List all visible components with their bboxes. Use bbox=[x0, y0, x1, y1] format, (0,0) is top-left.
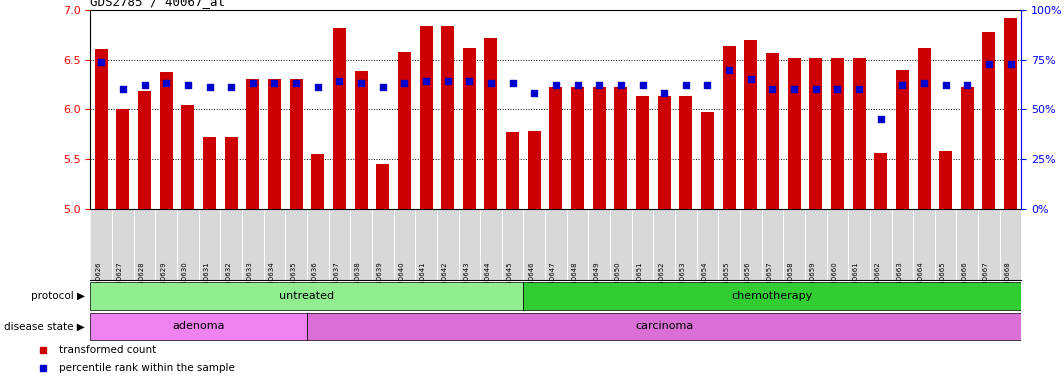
Text: disease state ▶: disease state ▶ bbox=[4, 321, 85, 331]
Point bbox=[678, 83, 695, 89]
Bar bbox=[90, 313, 306, 340]
Point bbox=[743, 76, 760, 83]
Point bbox=[937, 83, 954, 89]
Point bbox=[808, 86, 825, 93]
Text: untreated: untreated bbox=[280, 291, 334, 301]
Point bbox=[245, 80, 262, 86]
Bar bbox=[679, 96, 693, 209]
Bar bbox=[247, 79, 260, 209]
Bar bbox=[354, 71, 367, 209]
Point bbox=[417, 78, 434, 84]
Bar bbox=[636, 96, 649, 209]
Bar bbox=[484, 38, 498, 209]
Point bbox=[959, 83, 976, 89]
Bar bbox=[810, 58, 822, 209]
Bar bbox=[95, 48, 107, 209]
Bar bbox=[289, 79, 302, 209]
Point bbox=[266, 80, 283, 86]
Point bbox=[439, 78, 456, 84]
Point bbox=[547, 83, 564, 89]
Text: protocol ▶: protocol ▶ bbox=[31, 291, 85, 301]
Bar bbox=[766, 53, 779, 209]
Bar bbox=[398, 51, 411, 209]
Point bbox=[396, 80, 413, 86]
Bar bbox=[419, 26, 433, 209]
Point bbox=[180, 83, 197, 89]
Bar bbox=[225, 137, 237, 209]
Point bbox=[504, 80, 521, 86]
Point bbox=[375, 84, 392, 91]
Bar bbox=[658, 96, 670, 209]
Bar bbox=[875, 153, 887, 209]
Bar bbox=[160, 71, 172, 209]
Point bbox=[201, 84, 218, 91]
Point bbox=[850, 86, 867, 93]
Bar bbox=[90, 282, 523, 310]
Point bbox=[287, 80, 304, 86]
Point bbox=[569, 83, 586, 89]
Point bbox=[526, 90, 543, 96]
Point bbox=[331, 78, 348, 84]
Point bbox=[157, 80, 174, 86]
Bar bbox=[312, 154, 325, 209]
Point bbox=[222, 84, 239, 91]
Point bbox=[613, 83, 630, 89]
Point bbox=[872, 116, 890, 122]
Point bbox=[461, 78, 478, 84]
Bar bbox=[1004, 18, 1017, 209]
Bar bbox=[940, 151, 952, 209]
Bar bbox=[268, 79, 281, 209]
Text: carcinoma: carcinoma bbox=[635, 321, 694, 331]
Text: GDS2785 / 40067_at: GDS2785 / 40067_at bbox=[90, 0, 226, 8]
Bar bbox=[571, 88, 584, 209]
Bar bbox=[896, 70, 909, 209]
Text: chemotherapy: chemotherapy bbox=[732, 291, 813, 301]
Point bbox=[591, 83, 608, 89]
Point bbox=[310, 84, 327, 91]
Point bbox=[915, 80, 932, 86]
Bar bbox=[593, 88, 605, 209]
Bar bbox=[701, 113, 714, 209]
Point bbox=[115, 86, 132, 93]
Point bbox=[764, 86, 781, 93]
Bar bbox=[722, 46, 735, 209]
Bar bbox=[181, 106, 195, 209]
Point bbox=[655, 90, 672, 96]
Point bbox=[634, 83, 651, 89]
Bar bbox=[852, 58, 865, 209]
Bar bbox=[614, 88, 628, 209]
Bar bbox=[549, 88, 563, 209]
Bar bbox=[523, 282, 1021, 310]
Bar bbox=[961, 88, 974, 209]
Point bbox=[482, 80, 499, 86]
Bar bbox=[333, 28, 346, 209]
Point bbox=[785, 86, 802, 93]
Point bbox=[829, 86, 846, 93]
Bar bbox=[377, 164, 389, 209]
Text: percentile rank within the sample: percentile rank within the sample bbox=[59, 362, 234, 373]
Bar bbox=[203, 137, 216, 209]
Bar bbox=[982, 31, 996, 209]
Bar bbox=[831, 58, 844, 209]
Text: adenoma: adenoma bbox=[172, 321, 225, 331]
Bar bbox=[138, 91, 151, 209]
Point bbox=[136, 83, 153, 89]
Point bbox=[1002, 60, 1019, 66]
Point bbox=[699, 83, 716, 89]
Point bbox=[93, 58, 110, 65]
Bar bbox=[116, 109, 130, 209]
Point bbox=[894, 83, 911, 89]
Bar bbox=[528, 131, 541, 209]
Bar bbox=[306, 313, 1021, 340]
Point bbox=[720, 66, 737, 73]
Bar bbox=[506, 132, 519, 209]
Bar bbox=[787, 58, 800, 209]
Bar bbox=[463, 48, 476, 209]
Bar bbox=[917, 48, 931, 209]
Text: transformed count: transformed count bbox=[59, 345, 155, 356]
Point bbox=[352, 80, 369, 86]
Point bbox=[980, 60, 997, 66]
Bar bbox=[745, 40, 758, 209]
Bar bbox=[442, 26, 454, 209]
